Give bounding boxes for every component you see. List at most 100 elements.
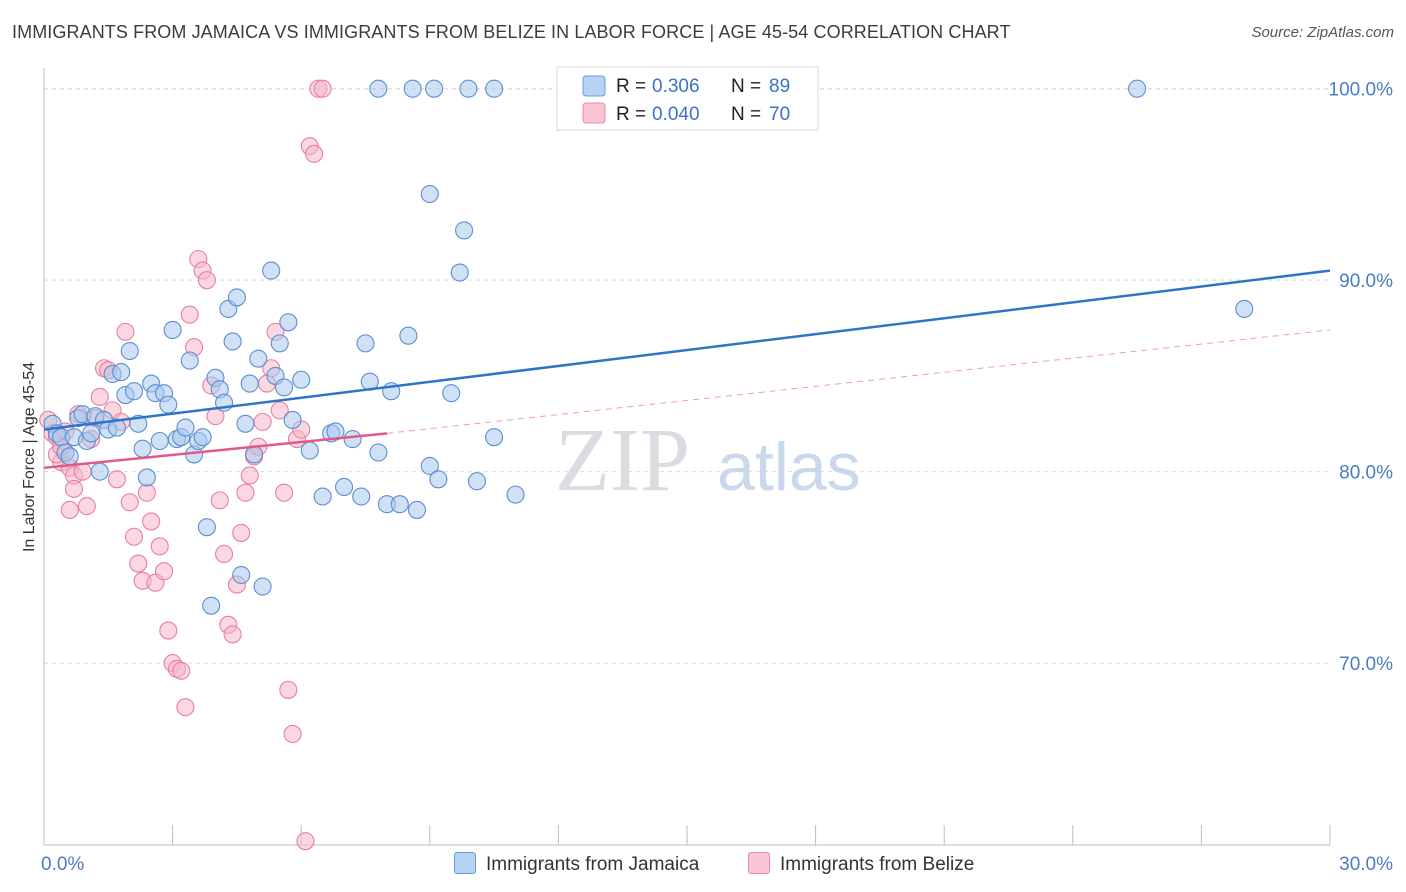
stats-r-label-belize: R =	[616, 104, 646, 125]
jamaica-point	[352, 487, 371, 506]
belize-point	[232, 523, 251, 542]
jamaica-point	[249, 349, 268, 368]
belize-point	[154, 562, 174, 581]
chart-title: IMMIGRANTS FROM JAMAICA VS IMMIGRANTS FR…	[12, 22, 1011, 42]
jamaica-point	[399, 326, 418, 345]
jamaica-point	[455, 221, 474, 240]
legend-item-jamaica[interactable]: Immigrants from Jamaica	[454, 852, 699, 876]
jamaica-point	[137, 468, 156, 487]
jamaica-point	[163, 320, 182, 340]
stats-legend-box: R = 0.306 N = 89 R = 0.040 N = 70	[556, 66, 819, 131]
belize-point	[283, 724, 302, 744]
jamaica-point	[343, 430, 362, 449]
belize-point	[214, 544, 234, 564]
x-tick-label-1: 30.0%	[1339, 854, 1393, 875]
belize-point	[159, 621, 178, 640]
jamaica-point	[180, 351, 199, 370]
stats-n-value-belize: 70	[769, 104, 790, 125]
belize-point	[180, 305, 199, 324]
jamaica-point	[90, 462, 109, 481]
y-tick-labels: 70.0% 80.0% 90.0% 100.0%	[1329, 80, 1394, 675]
y-tick-label-1: 80.0%	[1339, 463, 1393, 484]
jamaica-point	[485, 428, 504, 447]
jamaica-point	[425, 79, 444, 98]
jamaica-point	[133, 439, 152, 458]
belize-point	[129, 554, 148, 573]
belize-point	[142, 512, 161, 531]
belize-point	[270, 401, 289, 420]
source-label: Source: ZipAtlas.com	[1251, 24, 1394, 41]
jamaica-point	[506, 485, 525, 504]
belize-point	[236, 483, 255, 502]
stats-swatch-jamaica	[582, 75, 606, 97]
stats-n-label-jamaica: N =	[731, 76, 761, 97]
jamaica-point	[253, 577, 272, 596]
axes	[43, 68, 1331, 846]
belize-point	[64, 479, 84, 498]
stats-r-value-belize: 0.040	[652, 104, 700, 125]
legend-item-belize[interactable]: Immigrants from Belize	[748, 852, 974, 876]
jamaica-point	[124, 382, 144, 401]
y-axis-label: In Labor Force | Age 45-54	[21, 362, 38, 552]
belize-point	[107, 470, 126, 489]
watermark-atlas: atlas	[717, 429, 861, 505]
jamaica-point	[442, 384, 461, 403]
jamaica-point	[112, 363, 131, 382]
jamaica-point	[159, 395, 178, 414]
jamaica-point	[150, 431, 169, 451]
y-tick-label-2: 90.0%	[1339, 271, 1393, 292]
jamaica-point	[223, 332, 242, 351]
jamaica-point	[275, 378, 294, 397]
belize-point	[313, 79, 332, 98]
jamaica-point	[313, 487, 332, 506]
belize-point	[60, 500, 79, 519]
belize-point	[90, 387, 109, 407]
x-tick-label-0: 0.0%	[41, 854, 84, 875]
jamaica-point	[390, 495, 409, 514]
belize-point	[124, 527, 144, 546]
belize-trend-line	[43, 432, 388, 470]
stats-n-label-belize: N =	[731, 104, 761, 125]
x-tick-labels: 0.0% 30.0%	[41, 854, 1393, 875]
jamaica-points	[43, 79, 1254, 615]
jamaica-point	[176, 418, 195, 437]
jamaica-point	[240, 374, 259, 393]
watermark-zip: ZIP	[555, 411, 690, 510]
belize-point	[172, 661, 191, 680]
jamaica-point	[467, 472, 487, 491]
jamaica-point	[403, 79, 422, 98]
jamaica-point	[356, 334, 375, 353]
jamaica-point	[485, 79, 504, 98]
belize-point	[77, 497, 96, 516]
y-tick-label-0: 70.0%	[1339, 654, 1393, 675]
jamaica-point	[335, 477, 354, 497]
jamaica-point	[107, 418, 126, 437]
legend-label-belize: Immigrants from Belize	[780, 854, 975, 875]
belize-point	[197, 271, 216, 290]
belize-point	[279, 680, 298, 699]
trend-lines	[43, 269, 1331, 470]
belize-point	[120, 493, 139, 512]
stats-r-value-jamaica: 0.306	[652, 76, 700, 97]
legend-swatch-jamaica	[454, 852, 476, 874]
legend-label-jamaica: Immigrants from Jamaica	[486, 854, 700, 875]
jamaica-point	[60, 447, 79, 466]
jamaica-point	[82, 424, 101, 443]
jamaica-point	[202, 596, 221, 615]
jamaica-point	[459, 79, 478, 98]
jamaica-point	[232, 565, 251, 585]
jamaica-point	[262, 261, 281, 280]
jamaica-point	[369, 79, 388, 98]
belize-point	[275, 483, 294, 502]
belize-point	[253, 412, 272, 431]
jamaica-point	[300, 441, 319, 460]
jamaica-point	[429, 470, 448, 489]
stats-r-label-jamaica: R =	[616, 76, 646, 97]
jamaica-point	[407, 500, 426, 519]
jamaica-point	[236, 414, 255, 433]
belize-point	[223, 625, 242, 644]
watermark: ZIP atlas	[555, 411, 861, 510]
belize-point	[150, 537, 169, 556]
jamaica-point	[420, 184, 439, 204]
